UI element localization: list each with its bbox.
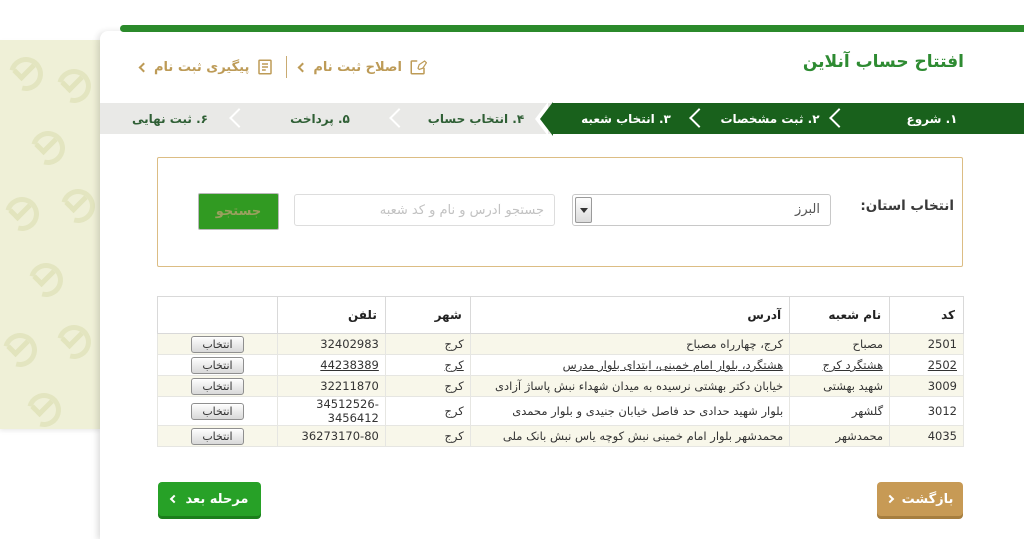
cell-phone: 32211870 [276, 375, 386, 397]
cell-phone: 36273170-80 [276, 425, 386, 447]
cell-address: محمدشهر بلوار امام خمینی نبش کوچه یاس نب… [469, 425, 791, 447]
step-final-registration: ۶. ثبت نهایی [100, 103, 240, 134]
cell-phone: 32402983 [276, 333, 386, 355]
step-register-details[interactable]: ۲. ثبت مشخصات [689, 103, 840, 134]
branch-filter-panel: انتخاب استان: البرز جستجو [157, 157, 963, 267]
chevron-left-icon [297, 62, 308, 72]
header-address: آدرس [469, 296, 791, 334]
track-registration-label: پیگیری ثبت نام [154, 59, 250, 75]
bank-logo-watermark-icon [28, 128, 62, 162]
edit-icon [409, 58, 427, 76]
cell-code: 4035 [889, 425, 964, 447]
cell-branch: گلشهر [789, 396, 891, 426]
header-branch-name: نام شعبه [789, 296, 891, 334]
bank-logo-watermark-icon [54, 66, 88, 100]
step-select-account: ۴. انتخاب حساب [389, 103, 552, 134]
cell-city: کرج [384, 375, 471, 397]
step-payment: ۵. پرداخت [229, 103, 400, 134]
header-code: کد [889, 296, 964, 334]
cell-branch: مصباح [789, 333, 891, 355]
table-row[interactable]: 2502 هشتگرد کرج هشتگرد، بلوار امام خمینی… [157, 354, 964, 376]
page-title: افتتاح حساب آنلاین [802, 52, 964, 72]
edit-registration-label: اصلاح ثبت نام [313, 59, 402, 75]
select-branch-button[interactable]: انتخاب [191, 356, 244, 374]
bank-logo-watermark-icon [54, 322, 88, 356]
table-row[interactable]: 3012 گلشهر بلوار شهید حدادی حد فاصل خیاب… [157, 396, 964, 426]
bank-logo-watermark-icon [2, 194, 36, 228]
cell-address: هشتگرد، بلوار امام خمینی، ابتدای بلوار م… [469, 354, 791, 376]
header-phone: تلفن [276, 296, 386, 334]
links-divider [286, 56, 288, 78]
cell-address: بلوار شهید حدادی حد فاصل خیابان جنیدی و … [469, 396, 791, 426]
chevron-left-icon [169, 494, 178, 504]
cell-city: کرج [384, 354, 471, 376]
select-branch-button[interactable]: انتخاب [191, 427, 244, 445]
province-label: انتخاب استان: [860, 198, 954, 214]
header-links: اصلاح ثبت نام پیگیری ثبت نام [138, 56, 427, 78]
step-label: ۵. پرداخت [290, 111, 350, 126]
cell-city: کرج [384, 396, 471, 426]
next-step-label: مرحله بعد [185, 491, 249, 507]
step-arrow-icon [540, 102, 553, 136]
top-accent-bar [120, 25, 1024, 32]
cell-phone: 44238389 [276, 354, 386, 376]
edit-registration-link[interactable]: اصلاح ثبت نام [297, 58, 427, 76]
branch-search-input[interactable] [294, 194, 555, 226]
header-action [157, 296, 278, 334]
step-start[interactable]: ۱. شروع [829, 103, 1024, 134]
table-row[interactable]: 3009 شهید بهشتی خیابان دکتر بهشتی نرسیده… [157, 375, 964, 397]
cell-code: 2502 [889, 354, 964, 376]
cell-branch: هشتگرد کرج [789, 354, 891, 376]
cell-code: 3009 [889, 375, 964, 397]
cell-code: 2501 [889, 333, 964, 355]
cell-address: کرج، چهارراه مصباح [469, 333, 791, 355]
step-label: ۶. ثبت نهایی [132, 111, 208, 126]
bank-logo-watermark-icon [58, 186, 92, 220]
cell-branch: شهید بهشتی [789, 375, 891, 397]
back-label: بازگشت [901, 491, 954, 507]
select-branch-button[interactable]: انتخاب [191, 377, 244, 395]
province-select[interactable]: البرز [572, 194, 831, 226]
select-branch-button[interactable]: انتخاب [191, 402, 244, 420]
chevron-left-icon [138, 62, 149, 72]
branches-table: کد نام شعبه آدرس شهر تلفن 2501 مصباح کرج… [157, 296, 964, 447]
cell-address: خیابان دکتر بهشتی نرسیده به میدان شهداء … [469, 375, 791, 397]
province-selected-value: البرز [795, 202, 820, 217]
select-branch-button[interactable]: انتخاب [191, 335, 244, 353]
table-header-row: کد نام شعبه آدرس شهر تلفن [157, 296, 964, 334]
brand-pattern-strip [0, 40, 100, 429]
chevron-right-icon [885, 494, 894, 504]
cell-city: کرج [384, 425, 471, 447]
step-label: ۲. ثبت مشخصات [720, 111, 820, 126]
step-label: ۱. شروع [906, 111, 958, 126]
bank-logo-watermark-icon [26, 260, 60, 294]
table-row[interactable]: 4035 محمدشهر محمدشهر بلوار امام خمینی نب… [157, 425, 964, 447]
bank-logo-watermark-icon [24, 390, 58, 424]
header-city: شهر [384, 296, 471, 334]
step-label: ۴. انتخاب حساب [427, 111, 525, 126]
step-select-branch[interactable]: ۳. انتخاب شعبه [535, 102, 700, 136]
tracking-form-icon [256, 58, 274, 76]
back-button[interactable]: بازگشت [877, 482, 963, 516]
step-label: ۳. انتخاب شعبه [581, 111, 671, 126]
cell-branch: محمدشهر [789, 425, 891, 447]
wizard-step-bar: ۱. شروع ۲. ثبت مشخصات ۳. انتخاب شعبه ۴. … [100, 102, 1024, 136]
select-dropdown-button[interactable] [575, 197, 592, 223]
table-row[interactable]: 2501 مصباح کرج، چهارراه مصباح کرج 324029… [157, 333, 964, 355]
bank-logo-watermark-icon [6, 54, 40, 88]
search-button[interactable]: جستجو [198, 193, 279, 230]
cell-phone: 34512526-3456412 [276, 396, 386, 426]
cell-code: 3012 [889, 396, 964, 426]
track-registration-link[interactable]: پیگیری ثبت نام [138, 58, 274, 76]
chevron-down-icon [579, 207, 588, 213]
bank-logo-watermark-icon [0, 330, 34, 364]
cell-city: کرج [384, 333, 471, 355]
next-step-button[interactable]: مرحله بعد [158, 482, 261, 516]
